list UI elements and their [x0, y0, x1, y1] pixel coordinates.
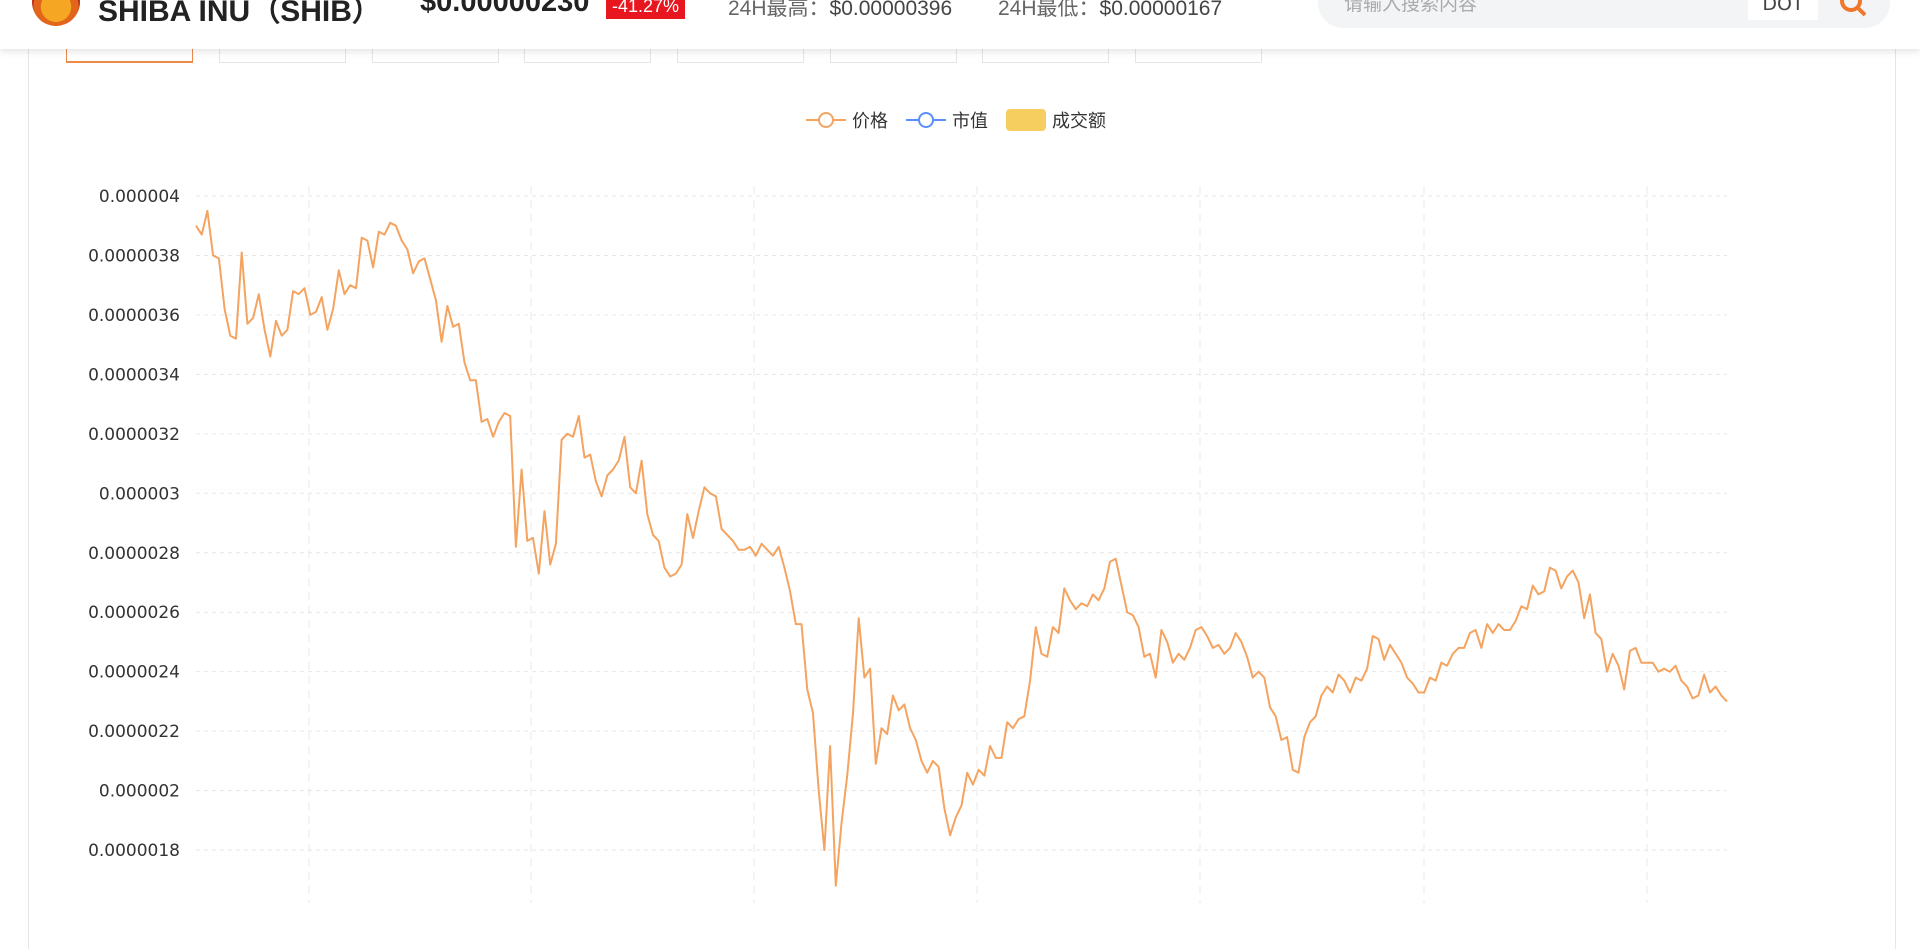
low-label: 24H最低：: [998, 0, 1100, 20]
chart-tab-5[interactable]: [677, 49, 804, 63]
y-tick-label: 0.000004: [99, 187, 180, 207]
search-box: DOT: [1318, 0, 1890, 28]
change-badge: -41.27%: [606, 0, 686, 19]
y-tick-label: 0.000002: [99, 782, 180, 802]
chart-tab-4[interactable]: [524, 49, 651, 63]
y-tick-label: 0.0000028: [88, 544, 180, 564]
price-chart: 0.000004 0.0000038 0.0000036 0.0000034 0.000…: [88, 186, 1728, 904]
high-24h: 24H最高：$0.00000396: [728, 0, 952, 22]
legend-label: 价格: [852, 111, 888, 132]
search-icon[interactable]: [1838, 0, 1868, 18]
shiba-logo-icon: [32, 0, 80, 26]
high-label: 24H最高：: [728, 0, 830, 20]
y-tick-label: 0.0000032: [88, 425, 180, 445]
search-tag-dot[interactable]: DOT: [1748, 0, 1818, 20]
chart-tab-3[interactable]: [372, 49, 499, 63]
line-circle-icon: [906, 112, 946, 128]
line-circle-icon: [806, 112, 846, 128]
coin-price: $0.00000230: [420, 0, 590, 18]
y-tick-label: 0.0000038: [88, 246, 180, 266]
legend-item-market-cap[interactable]: 市值: [906, 107, 988, 133]
y-tick-label: 0.0000034: [88, 365, 180, 385]
legend-item-price[interactable]: 价格: [806, 107, 888, 133]
chart-legend: 价格 市值 成交额: [806, 107, 1114, 133]
search-input[interactable]: [1344, 0, 1724, 16]
legend-item-volume[interactable]: 成交额: [1006, 107, 1106, 133]
y-tick-label: 0.0000022: [88, 722, 180, 742]
legend-label: 市值: [952, 111, 988, 132]
high-value: $0.00000396: [829, 0, 953, 20]
y-tick-label: 0.0000016: [88, 901, 180, 904]
y-tick-label: 0.0000024: [88, 663, 180, 683]
rect-swatch-icon: [1006, 109, 1046, 131]
coin-name: SHIBA INU（SHIB）: [98, 0, 382, 28]
chart-tab-8[interactable]: [1135, 49, 1262, 63]
legend-label: 成交额: [1052, 111, 1106, 132]
chart-tab-1[interactable]: [66, 49, 193, 63]
chart-tab-6[interactable]: [830, 49, 957, 63]
low-value: $0.00000167: [1099, 0, 1223, 20]
top-header: SHIBA INU（SHIB） $0.00000230 -41.27% 24H最…: [0, 0, 1920, 49]
price-series-line: [195, 209, 1728, 887]
y-tick-label: 0.0000036: [88, 306, 180, 326]
low-24h: 24H最低：$0.00000167: [998, 0, 1222, 22]
chart-tab-2[interactable]: [219, 49, 346, 63]
chart-tab-7[interactable]: [982, 49, 1109, 63]
y-tick-label: 0.0000018: [88, 841, 180, 861]
y-tick-label: 0.0000026: [88, 603, 180, 623]
y-tick-label: 0.000003: [99, 484, 180, 504]
chart-card: [28, 49, 1896, 949]
